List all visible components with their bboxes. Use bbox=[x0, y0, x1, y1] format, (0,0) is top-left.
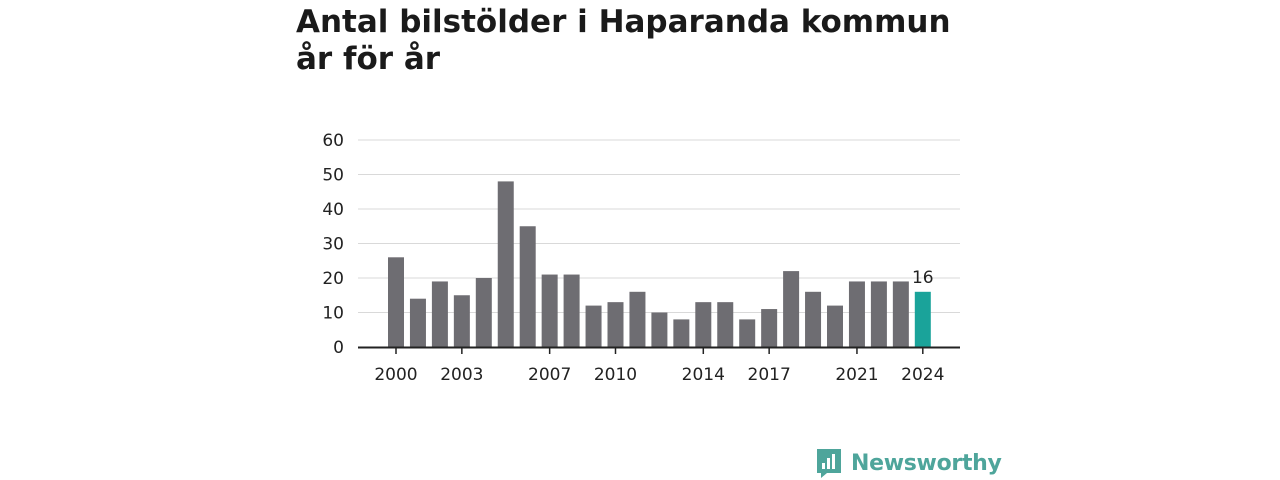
bar-2007 bbox=[541, 274, 558, 347]
bar-2019 bbox=[805, 291, 822, 347]
bar-2006 bbox=[519, 226, 536, 347]
chart-title-line-1: Antal bilstölder i Haparanda kommun bbox=[296, 4, 951, 40]
bar-2023 bbox=[892, 281, 909, 347]
bar-2024 bbox=[914, 291, 931, 347]
bar-2020 bbox=[827, 305, 843, 347]
y-tick-label-0: 0 bbox=[333, 338, 344, 358]
chart-title-line-2: år för år bbox=[296, 41, 441, 77]
x-tick-label-2007: 2007 bbox=[528, 365, 571, 385]
bar-2016 bbox=[739, 319, 756, 347]
x-tick-label-2010: 2010 bbox=[594, 365, 637, 385]
x-tick-label-2021: 2021 bbox=[835, 365, 878, 385]
bar-2017 bbox=[761, 309, 778, 347]
bar-2014 bbox=[695, 302, 712, 347]
brand-name: Newsworthy bbox=[851, 450, 1002, 476]
bar-2015 bbox=[717, 302, 734, 347]
x-tick-label-2003: 2003 bbox=[440, 365, 483, 385]
bar-2001 bbox=[409, 298, 426, 347]
y-tick-label-30: 30 bbox=[322, 235, 344, 255]
bar-2012 bbox=[651, 312, 668, 347]
bar-2000 bbox=[388, 257, 404, 347]
bar-2009 bbox=[585, 305, 602, 347]
chart-title: Antal bilstölder i Haparanda kommun år f… bbox=[296, 4, 996, 78]
x-tick-label-2017: 2017 bbox=[748, 365, 791, 385]
y-tick-label-50: 50 bbox=[322, 166, 344, 186]
bar-2004 bbox=[475, 278, 492, 347]
x-tick-label-2014: 2014 bbox=[682, 365, 725, 385]
x-tick-label-2024: 2024 bbox=[901, 365, 944, 385]
bar-2011 bbox=[629, 291, 646, 347]
bar-2008 bbox=[563, 274, 580, 347]
bar-2022 bbox=[870, 281, 887, 347]
bar-2018 bbox=[783, 271, 800, 347]
y-tick-label-40: 40 bbox=[322, 200, 344, 220]
newsworthy-logo: Newsworthy bbox=[815, 446, 1002, 480]
data-label-2024: 16 bbox=[912, 268, 934, 288]
y-tick-label-10: 10 bbox=[322, 304, 344, 324]
y-tick-label-20: 20 bbox=[322, 269, 344, 289]
bar-2010 bbox=[607, 302, 624, 347]
x-tick-label-2000: 2000 bbox=[374, 365, 417, 385]
bar-2005 bbox=[497, 181, 514, 347]
bar-2002 bbox=[431, 281, 448, 347]
newsworthy-logo-icon bbox=[817, 449, 841, 478]
bar-2003 bbox=[453, 295, 470, 347]
bar-2013 bbox=[673, 319, 690, 347]
bar-2021 bbox=[848, 281, 865, 347]
y-tick-label-60: 60 bbox=[322, 131, 344, 151]
